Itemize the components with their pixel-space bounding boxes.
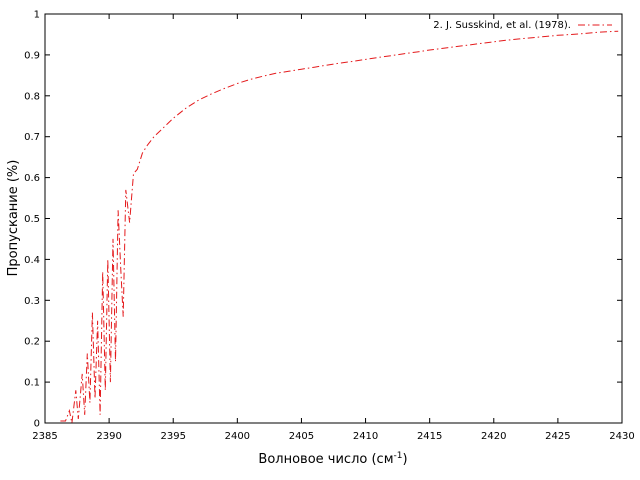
x-tick-label: 2405 bbox=[289, 431, 314, 442]
legend: 2. J. Susskind, et al. (1978). bbox=[433, 20, 612, 31]
x-tick-label: 2390 bbox=[96, 431, 121, 442]
y-tick-label: 0.4 bbox=[24, 255, 40, 266]
y-tick-label: 0.5 bbox=[24, 214, 40, 225]
x-tick-label: 2430 bbox=[609, 431, 634, 442]
series-layer bbox=[60, 30, 619, 424]
y-tick-label: 0.6 bbox=[24, 173, 40, 184]
x-tick-label: 2425 bbox=[545, 431, 570, 442]
y-tick-label: 0.2 bbox=[24, 337, 40, 348]
x-tick-label: 2395 bbox=[160, 431, 185, 442]
y-tick-label: 0.1 bbox=[24, 378, 40, 389]
y-axis-label: Пропускание (%) bbox=[6, 160, 21, 277]
plot-frame bbox=[44, 13, 623, 424]
axis-tick-labels: 2385 2390 2395 2400 2405 2410 2415 2420 2425 2430… bbox=[24, 10, 635, 443]
y-tick-label: 0.7 bbox=[24, 132, 40, 143]
series-line bbox=[60, 30, 619, 424]
x-axis-label: Волновое число (см-1) bbox=[258, 451, 407, 467]
x-axis-label-main: Волновое число (см bbox=[258, 452, 393, 467]
x-tick-label: 2400 bbox=[225, 431, 250, 442]
x-tick-label: 2415 bbox=[417, 431, 442, 442]
y-tick-label: 1 bbox=[34, 10, 40, 21]
x-axis-label-close: ) bbox=[402, 452, 407, 467]
y-tick-label: 0 bbox=[34, 419, 40, 430]
x-tick-label: 2420 bbox=[481, 431, 506, 442]
y-tick-label: 0.8 bbox=[24, 91, 40, 102]
y-tick-label: 0.9 bbox=[24, 50, 40, 61]
legend-label: 2. J. Susskind, et al. (1978). bbox=[433, 20, 571, 31]
x-tick-label: 2410 bbox=[353, 431, 378, 442]
x-tick-label: 2385 bbox=[32, 431, 57, 442]
x-axis-label-superscript: -1 bbox=[394, 451, 403, 461]
axis-ticks bbox=[44, 13, 623, 424]
y-tick-label: 0.3 bbox=[24, 296, 40, 307]
